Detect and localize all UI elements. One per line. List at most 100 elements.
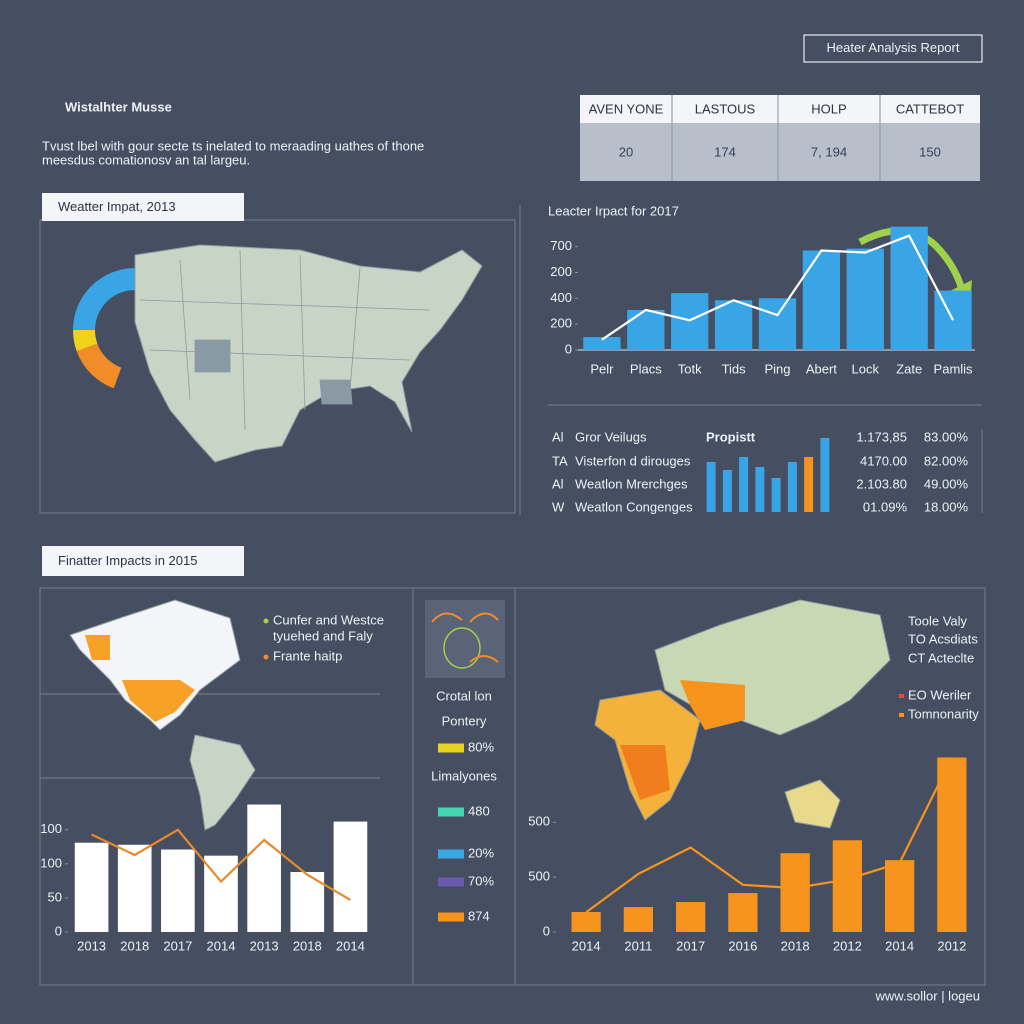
table-cell: 83.00% xyxy=(924,429,969,444)
legend-swatch xyxy=(438,877,464,887)
stat-value: 150 xyxy=(919,144,941,159)
x-tick-label: 2014 xyxy=(207,938,236,953)
legend-label: Tomnonarity xyxy=(908,706,979,721)
x-tick-label: 2018 xyxy=(120,938,149,953)
x-tick-label: 2011 xyxy=(624,938,652,953)
icon-box xyxy=(425,600,505,678)
bar xyxy=(884,860,915,932)
report-label: Heater Analysis Report xyxy=(827,40,960,55)
x-tick-label: Tids xyxy=(722,361,747,376)
x-tick-label: 2012 xyxy=(833,938,862,953)
table-cell: Al xyxy=(552,429,564,444)
table-header: Propistt xyxy=(706,429,756,444)
x-tick-label: 2013 xyxy=(250,938,279,953)
donut-segment xyxy=(73,268,135,330)
map-region xyxy=(122,680,195,722)
x-tick-label: Pamlis xyxy=(934,361,974,376)
table-cell: Gror Veilugs xyxy=(575,429,647,444)
table-cell: Weatlon Mrerchges xyxy=(575,476,688,491)
bar xyxy=(934,290,972,350)
footer: www.sollor | logeu xyxy=(874,988,980,1003)
bar xyxy=(74,842,109,932)
legend-title: Crotal lon xyxy=(436,688,492,703)
table-cell: Visterfon d dirouges xyxy=(575,453,691,468)
line xyxy=(585,757,953,914)
legend-marker xyxy=(899,694,904,698)
bar xyxy=(333,821,368,932)
bar xyxy=(706,462,716,512)
map-region xyxy=(680,680,745,730)
icon-shape xyxy=(443,627,481,669)
bar xyxy=(583,337,621,350)
y-tick-label: 100 xyxy=(40,821,62,836)
subtitle: Tvust lbel with gour secte ts inelated t… xyxy=(42,138,424,153)
x-tick-label: 2014 xyxy=(336,938,365,953)
legend-label: 874 xyxy=(468,908,490,923)
bar xyxy=(675,902,706,932)
x-tick-label: Abert xyxy=(806,361,837,376)
legend-label: EO Weriler xyxy=(908,687,972,702)
table-cell: 1.173,85 xyxy=(856,429,907,444)
map-north-america xyxy=(69,599,241,731)
trend-arrow xyxy=(858,227,966,292)
bar xyxy=(714,300,753,350)
y-tick-label: 400 xyxy=(550,290,572,305)
bar xyxy=(627,309,665,350)
x-tick-label: 2012 xyxy=(937,938,966,953)
bar xyxy=(755,467,765,512)
bar xyxy=(117,844,152,932)
table-cell: 01.09% xyxy=(863,499,908,514)
y-tick-label: 200 xyxy=(550,264,572,279)
legend-label: tyuehed and Faly xyxy=(273,628,373,643)
bar xyxy=(937,757,967,932)
chart-title: Leacter Irpact for 2017 xyxy=(548,203,679,218)
y-tick-label: 500 xyxy=(528,814,550,829)
y-tick-label: 100 xyxy=(40,855,62,870)
table-cell: Weatlon Congenges xyxy=(575,499,693,514)
bar xyxy=(820,438,830,512)
map-south-america xyxy=(189,734,256,831)
bar xyxy=(804,457,814,512)
panel-frame xyxy=(39,587,986,986)
legend-label: Toole Valy xyxy=(908,613,968,628)
bar xyxy=(780,853,810,932)
y-tick-label: 0 xyxy=(543,923,550,938)
y-tick-label: 500 xyxy=(528,869,550,884)
x-tick-label: Placs xyxy=(630,361,662,376)
bar xyxy=(247,804,281,932)
legend-label: Frante haitp xyxy=(273,648,342,663)
donut-segment xyxy=(76,343,122,389)
x-tick-label: Totk xyxy=(678,361,702,376)
x-tick-label: Zate xyxy=(896,361,922,376)
y-tick-label: 200 xyxy=(550,316,572,331)
stat-value: 174 xyxy=(714,144,736,159)
y-tick-label: 50 xyxy=(48,889,62,904)
x-tick-label: 2017 xyxy=(676,938,705,953)
x-tick-label: 2018 xyxy=(293,938,322,953)
legend-swatch xyxy=(438,849,464,859)
bar xyxy=(571,912,601,932)
bar xyxy=(728,893,758,932)
table-cell: TA xyxy=(552,453,568,468)
table-cell: 49.00% xyxy=(924,476,969,491)
bar xyxy=(802,250,841,350)
panel-label: Finatter Impacts in 2015 xyxy=(58,553,197,568)
bar xyxy=(846,248,884,350)
stats-value-row xyxy=(580,123,980,181)
x-tick-label: Pelr xyxy=(590,361,614,376)
map-region xyxy=(620,745,670,800)
y-tick-label: 0 xyxy=(565,341,572,356)
stat-label: HOLP xyxy=(811,101,846,116)
legend-label: TO Acsdiats xyxy=(908,631,978,646)
table-cell: 4170.00 xyxy=(860,453,907,468)
legend-marker xyxy=(263,654,269,660)
bar xyxy=(890,226,928,350)
legend-swatch xyxy=(438,743,464,753)
icon-shape xyxy=(431,612,499,663)
line xyxy=(91,828,351,901)
bar xyxy=(832,840,863,932)
legend-marker xyxy=(263,618,269,624)
x-tick-label: 2013 xyxy=(77,938,106,953)
